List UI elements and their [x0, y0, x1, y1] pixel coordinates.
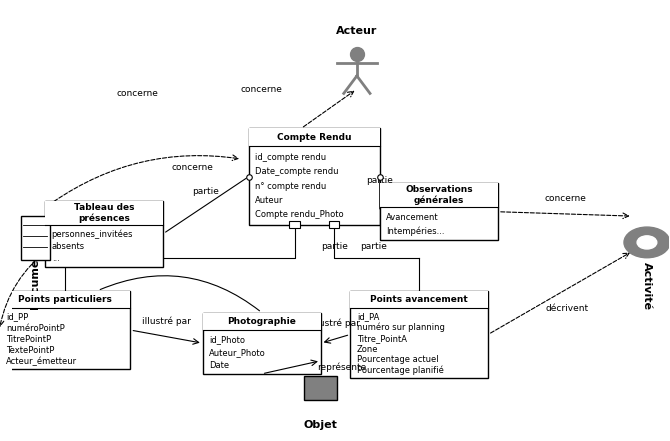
Text: id_compte rendu: id_compte rendu: [255, 153, 326, 162]
Text: absents: absents: [52, 242, 85, 251]
FancyBboxPatch shape: [380, 183, 498, 240]
Text: Intempéries...: Intempéries...: [387, 226, 445, 236]
Text: concerne: concerne: [116, 89, 158, 98]
FancyBboxPatch shape: [0, 291, 131, 370]
Text: partie: partie: [366, 176, 393, 186]
Text: Observations
générales: Observations générales: [405, 185, 473, 206]
FancyBboxPatch shape: [304, 376, 337, 400]
FancyBboxPatch shape: [350, 291, 488, 308]
Text: id_PA: id_PA: [357, 312, 379, 321]
Circle shape: [624, 227, 670, 258]
FancyBboxPatch shape: [202, 313, 321, 374]
Text: partie: partie: [192, 187, 219, 196]
Text: Compte Rendu: Compte Rendu: [277, 133, 352, 142]
FancyBboxPatch shape: [380, 183, 498, 207]
Circle shape: [637, 236, 657, 249]
Bar: [329, 221, 339, 228]
Text: id_Photo: id_Photo: [209, 336, 245, 344]
Text: Objet: Objet: [304, 420, 338, 430]
FancyBboxPatch shape: [202, 313, 321, 330]
Text: illustré par: illustré par: [311, 318, 360, 328]
FancyBboxPatch shape: [45, 201, 163, 266]
FancyBboxPatch shape: [249, 128, 380, 146]
Bar: [289, 221, 299, 228]
Text: Acteur_émetteur: Acteur_émetteur: [6, 357, 77, 366]
Text: illustré par: illustré par: [142, 316, 191, 325]
FancyBboxPatch shape: [21, 216, 50, 260]
Text: Pourcentage actuel: Pourcentage actuel: [357, 355, 438, 364]
Text: Document: Document: [30, 246, 40, 309]
Text: Auteur: Auteur: [255, 196, 283, 205]
Text: id_PP: id_PP: [6, 313, 28, 321]
FancyBboxPatch shape: [249, 128, 380, 225]
Text: Pourcentage planifié: Pourcentage planifié: [357, 366, 444, 375]
Text: personnes_invitées: personnes_invitées: [52, 230, 133, 239]
FancyBboxPatch shape: [350, 291, 488, 378]
Text: concerne: concerne: [172, 163, 214, 172]
Text: Titre_PointA: Titre_PointA: [357, 334, 407, 343]
Text: partie: partie: [360, 242, 387, 251]
Text: numéroPointP: numéroPointP: [6, 324, 64, 333]
Text: Acteur: Acteur: [336, 26, 378, 37]
Text: Zone: Zone: [357, 344, 379, 354]
Text: Points particuliers: Points particuliers: [18, 295, 112, 304]
Text: Auteur_Photo: Auteur_Photo: [209, 348, 266, 357]
Text: décrivent: décrivent: [545, 304, 588, 313]
FancyBboxPatch shape: [45, 201, 163, 225]
Text: Date_compte rendu: Date_compte rendu: [255, 167, 338, 176]
Text: TextePointP: TextePointP: [6, 346, 54, 355]
Text: concerne: concerne: [241, 85, 283, 93]
Text: ...: ...: [52, 254, 60, 263]
Text: TitrePointP: TitrePointP: [6, 335, 51, 344]
Text: Date: Date: [209, 361, 229, 370]
Text: représente: représente: [318, 363, 366, 372]
FancyBboxPatch shape: [0, 291, 131, 308]
Text: partie: partie: [321, 242, 348, 251]
Text: Activité: Activité: [642, 262, 652, 310]
Text: Points avancement: Points avancement: [371, 295, 468, 304]
Text: Tableau des
présences: Tableau des présences: [74, 203, 135, 223]
Text: n° compte rendu: n° compte rendu: [255, 182, 326, 191]
Text: Photographie: Photographie: [227, 317, 296, 326]
Text: concerne: concerne: [544, 194, 586, 203]
Text: Compte rendu_Photo: Compte rendu_Photo: [255, 210, 344, 219]
Text: numéro sur planning: numéro sur planning: [357, 323, 445, 333]
Text: Avancement: Avancement: [387, 213, 439, 222]
